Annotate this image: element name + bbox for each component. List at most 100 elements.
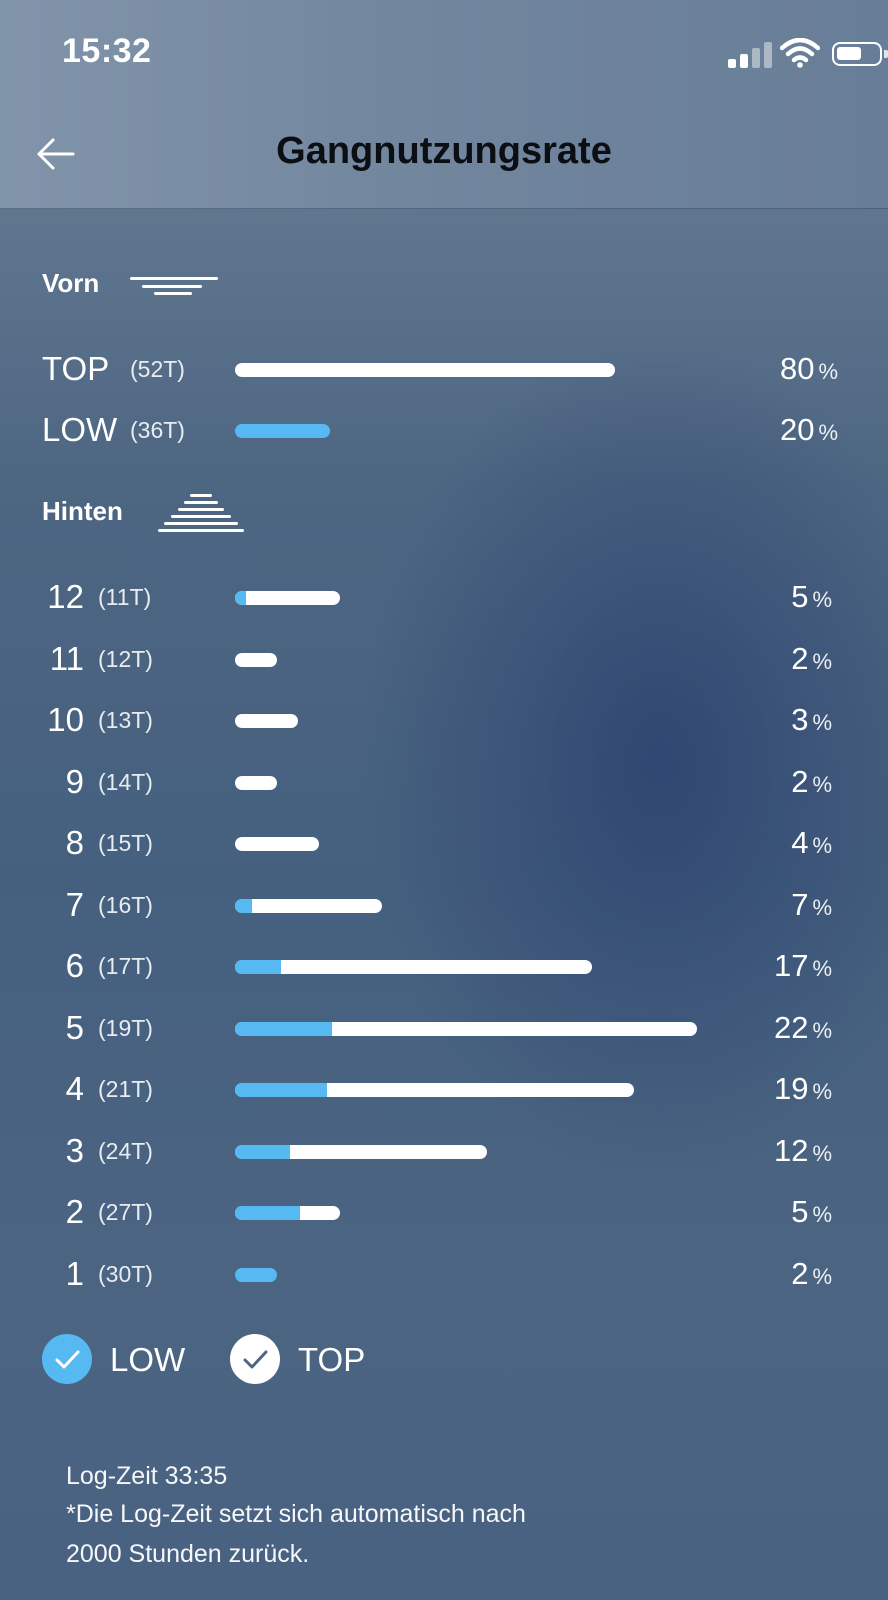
gear-usage-bar <box>235 714 298 728</box>
gear-teeth: (52T) <box>130 356 185 382</box>
legend-low-toggle[interactable]: LOW <box>42 1334 202 1384</box>
bar-segment-top <box>235 591 340 605</box>
gear-name: LOW <box>42 411 118 448</box>
signal-icon <box>728 42 772 68</box>
gear-percentage-value: 7 <box>791 886 809 922</box>
check-icon <box>55 1350 80 1369</box>
gear-percentage: 2% <box>722 764 832 800</box>
bar-segment-low <box>235 1144 290 1159</box>
gear-usage-bar <box>235 363 615 377</box>
bar-segment-top <box>235 1083 634 1097</box>
percent-unit: % <box>812 648 832 674</box>
log-note-line-2: 2000 Stunden zurück. <box>66 1540 310 1568</box>
gear-teeth: (19T) <box>98 1014 153 1041</box>
gear-name: 1 <box>65 1254 84 1292</box>
gear-percentage-value: 20 <box>779 412 815 447</box>
percent-unit: % <box>812 710 832 735</box>
gear-usage-bar <box>235 1144 487 1159</box>
gear-percentage: 4% <box>722 825 832 861</box>
gear-teeth: (24T) <box>98 1137 153 1164</box>
battery-icon <box>832 42 888 66</box>
gear-percentage: 19% <box>722 1071 832 1107</box>
legend-low-label: LOW <box>110 1341 186 1378</box>
percent-unit: % <box>818 359 838 384</box>
percent-unit: % <box>812 894 832 920</box>
gear-usage-bar <box>235 775 277 790</box>
back-arrow-icon[interactable] <box>36 136 76 172</box>
percent-unit: % <box>812 1140 832 1166</box>
gear-name: 11 <box>49 639 84 677</box>
percent-unit: % <box>818 420 838 445</box>
bar-segment-top <box>235 1021 697 1036</box>
gear-usage-bar <box>235 1206 340 1220</box>
bar-segment-low <box>235 1083 328 1097</box>
gear-teeth: (17T) <box>98 953 153 979</box>
percent-unit: % <box>812 771 832 797</box>
status-time: 15:32 <box>62 32 152 70</box>
gear-name: 6 <box>65 947 84 984</box>
percent-unit: % <box>812 1263 832 1289</box>
legend-top-circle <box>230 1334 280 1384</box>
gear-teeth: (12T) <box>98 645 153 672</box>
legend-top-toggle[interactable]: TOP <box>230 1334 390 1384</box>
percent-unit: % <box>812 587 832 612</box>
gear-name: 4 <box>65 1070 84 1107</box>
log-time: Log-Zeit 33:35 <box>66 1462 228 1490</box>
gear-name: TOP <box>42 350 110 387</box>
gear-name: 2 <box>65 1193 84 1230</box>
gear-name: 7 <box>65 885 84 923</box>
gear-teeth: (14T) <box>98 768 153 795</box>
bar-segment-top <box>235 898 382 913</box>
gear-teeth: (15T) <box>98 830 153 856</box>
gear-percentage-value: 3 <box>791 702 809 737</box>
gear-percentage-value: 12 <box>773 1132 809 1168</box>
gear-percentage: 20% <box>728 412 838 448</box>
gear-usage-bar <box>235 652 277 667</box>
gear-usage-bar <box>235 837 319 851</box>
gear-percentage-value: 5 <box>791 1194 809 1229</box>
top-bar: 15:32 Gangnutzungsrate <box>0 0 888 209</box>
gear-percentage-value: 22 <box>773 1009 809 1045</box>
gear-teeth: (13T) <box>98 707 153 733</box>
wifi-icon <box>780 38 820 68</box>
bar-segment-top <box>235 837 319 851</box>
gear-percentage-value: 2 <box>791 1255 809 1291</box>
rear-section-title: Hinten <box>42 496 123 526</box>
legend-low-circle <box>42 1334 92 1384</box>
gear-percentage: 7% <box>722 887 832 923</box>
gear-name: 5 <box>65 1008 84 1046</box>
gear-percentage: 17% <box>722 948 832 984</box>
bar-segment-top <box>235 775 277 790</box>
gear-percentage: 80% <box>728 351 838 387</box>
gear-name: 3 <box>65 1131 84 1169</box>
bar-segment-top <box>235 652 277 667</box>
gear-percentage-value: 5 <box>791 579 809 614</box>
gear-teeth: (36T) <box>130 417 185 443</box>
percent-unit: % <box>812 1017 832 1043</box>
gear-usage-bar <box>235 1083 634 1097</box>
gear-usage-bar <box>235 1267 277 1282</box>
gear-percentage-value: 2 <box>791 763 809 799</box>
gear-percentage: 3% <box>722 702 832 738</box>
gear-percentage: 2% <box>722 641 832 677</box>
percent-unit: % <box>812 956 832 981</box>
log-note-line-1: *Die Log-Zeit setzt sich automatisch nac… <box>66 1500 526 1528</box>
gear-percentage-value: 4 <box>791 825 809 860</box>
front-section-title: Vorn <box>42 268 100 298</box>
bar-segment-low <box>235 1267 277 1282</box>
gear-percentage: 12% <box>722 1133 832 1169</box>
bar-segment-low <box>235 1021 332 1036</box>
gear-percentage: 2% <box>722 1256 832 1292</box>
gear-name: 9 <box>65 762 84 800</box>
bar-segment-low <box>235 591 246 605</box>
chainring-icon <box>130 277 218 295</box>
gear-name: 12 <box>47 578 84 615</box>
bar-segment-low <box>235 1206 301 1220</box>
gear-teeth: (30T) <box>98 1260 153 1287</box>
percent-unit: % <box>812 1202 832 1227</box>
gear-percentage-value: 2 <box>791 640 809 676</box>
bar-segment-top <box>235 714 298 728</box>
check-icon <box>243 1350 268 1369</box>
percent-unit: % <box>812 1079 832 1104</box>
gear-usage-bar <box>235 898 382 913</box>
